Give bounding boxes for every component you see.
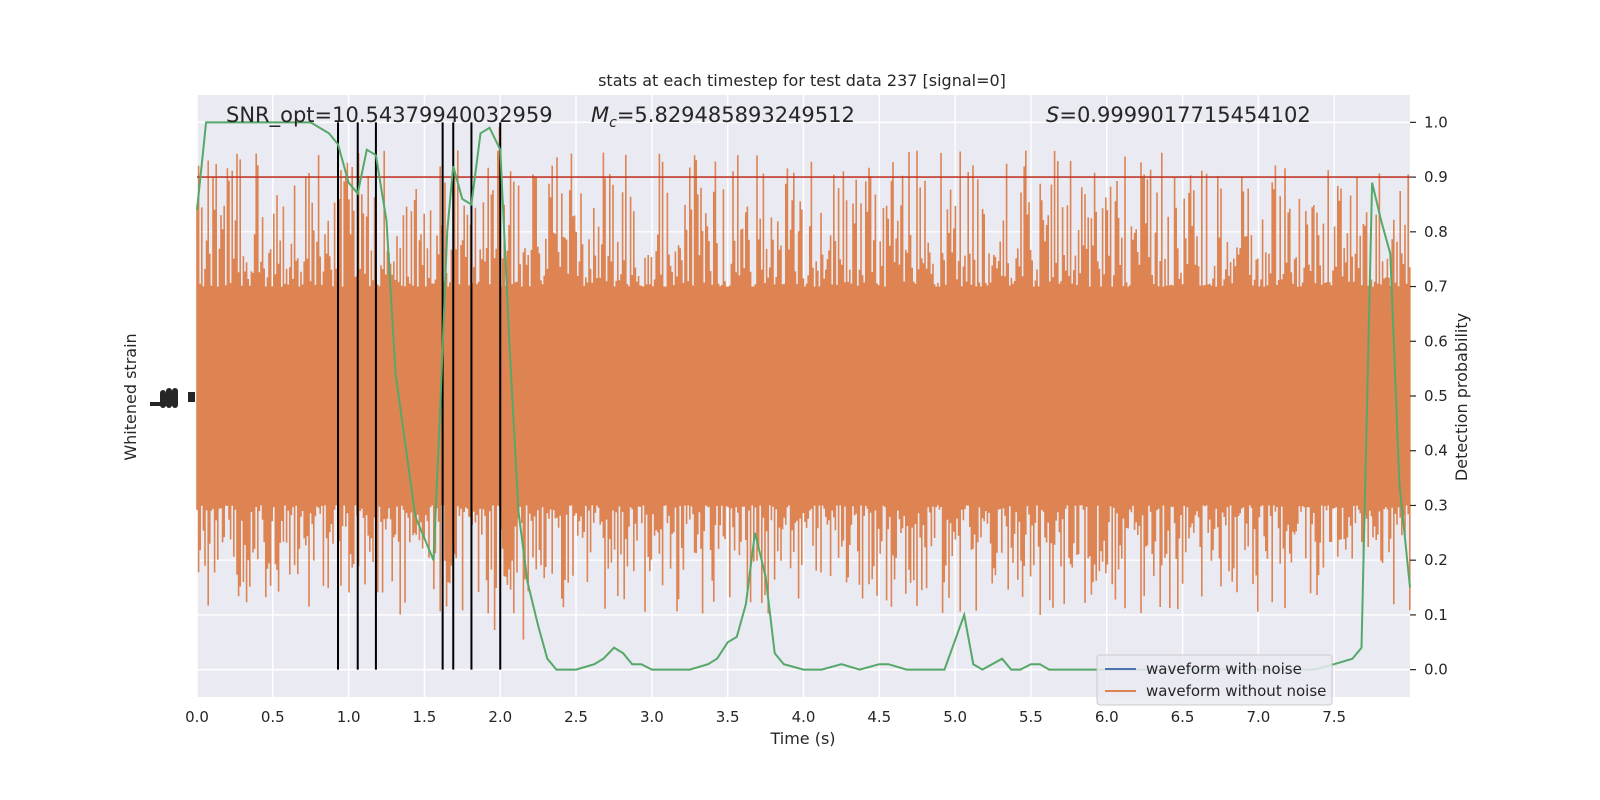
score-annotation: S=0.9999017715454102 bbox=[1046, 103, 1311, 127]
y-axis-right-ticks: 0.0 0.1 0.2 0.3 0.4 0.5 0.6 0.7 0.8 0.9 1.0 bbox=[1410, 113, 1448, 679]
y-tick-label: 0.2 bbox=[1424, 551, 1448, 569]
legend: waveform with noise waveform without noi… bbox=[1096, 654, 1333, 706]
x-tick-label: 1.0 bbox=[337, 708, 361, 726]
legend-box bbox=[1096, 654, 1333, 706]
left-axis-tick-cluster bbox=[150, 388, 195, 408]
x-tick-label: 5.5 bbox=[1019, 708, 1043, 726]
y-tick-label: 1.0 bbox=[1424, 113, 1448, 131]
chirp-mass-symbol: M bbox=[591, 103, 609, 127]
snr-annotation: SNR_opt=10.54379940032959 bbox=[226, 103, 553, 128]
x-tick-label: 2.0 bbox=[488, 708, 512, 726]
chirp-mass-subscript: c bbox=[609, 115, 617, 131]
chirp-mass-value: =5.829485893249512 bbox=[617, 103, 855, 127]
y-tick-label: 0.5 bbox=[1424, 387, 1448, 405]
y-tick-label: 0.8 bbox=[1424, 223, 1448, 241]
x-tick-label: 6.0 bbox=[1095, 708, 1119, 726]
x-axis-ticks: 0.0 0.5 1.0 1.5 2.0 2.5 3.0 3.5 4.0 4.5 5.0 5.5 6.0 6… bbox=[185, 708, 1346, 726]
waveform-spikes bbox=[196, 126, 1411, 640]
y-tick-label: 0.4 bbox=[1424, 442, 1448, 460]
x-tick-label: 7.0 bbox=[1246, 708, 1270, 726]
x-tick-label: 0.5 bbox=[261, 708, 285, 726]
chart-title: stats at each timestep for test data 237… bbox=[598, 71, 1006, 90]
y-axis-right-label: Detection probability bbox=[1452, 313, 1471, 481]
chirp-mass-annotation: Mc=5.829485893249512 bbox=[591, 103, 855, 131]
y-tick-label: 0.7 bbox=[1424, 278, 1448, 296]
x-tick-label: 5.0 bbox=[943, 708, 967, 726]
x-tick-label: 3.0 bbox=[640, 708, 664, 726]
y-tick-label: 0.1 bbox=[1424, 606, 1448, 624]
y-tick-label: 0.0 bbox=[1424, 661, 1448, 679]
x-axis-label: Time (s) bbox=[769, 729, 835, 748]
legend-label-without-noise: waveform without noise bbox=[1146, 682, 1326, 700]
x-tick-label: 1.5 bbox=[413, 708, 437, 726]
score-symbol: S bbox=[1046, 103, 1059, 127]
y-tick-label: 0.9 bbox=[1424, 168, 1448, 186]
legend-label-with-noise: waveform with noise bbox=[1146, 660, 1302, 678]
x-tick-label: 4.5 bbox=[867, 708, 891, 726]
x-tick-label: 3.5 bbox=[716, 708, 740, 726]
x-tick-label: 7.5 bbox=[1322, 708, 1346, 726]
score-value: =0.9999017715454102 bbox=[1059, 103, 1310, 127]
y-axis-left-label: Whitened strain bbox=[121, 333, 140, 460]
x-tick-label: 6.5 bbox=[1171, 708, 1195, 726]
x-tick-label: 2.5 bbox=[564, 708, 588, 726]
x-tick-label: 0.0 bbox=[185, 708, 209, 726]
x-tick-label: 4.0 bbox=[792, 708, 816, 726]
y-tick-label: 0.6 bbox=[1424, 332, 1448, 350]
event-markers bbox=[337, 122, 502, 670]
y-tick-label: 0.3 bbox=[1424, 496, 1448, 514]
